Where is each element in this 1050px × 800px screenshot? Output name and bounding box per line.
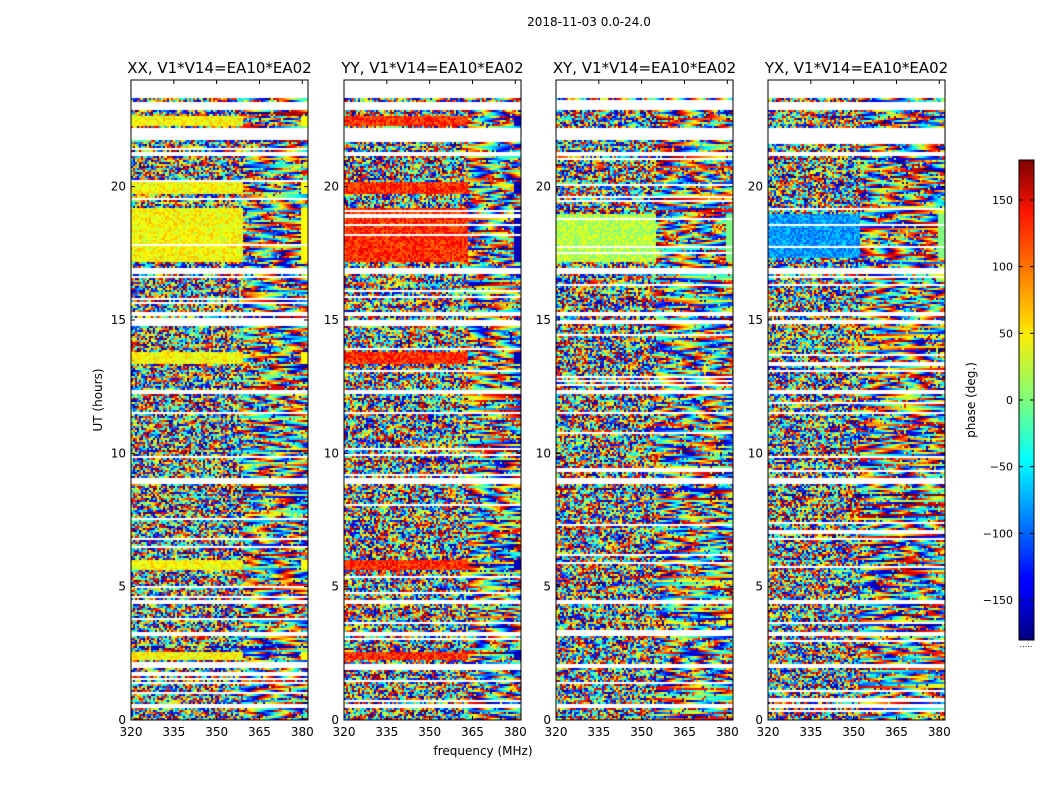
y-tick-label: 0 bbox=[331, 713, 339, 727]
y-tick-label: 20 bbox=[111, 180, 126, 194]
colorbar-footer: ..... bbox=[1020, 640, 1033, 649]
y-tick-label: 5 bbox=[755, 580, 763, 594]
phase-heatmap-2 bbox=[344, 80, 521, 720]
x-axis-label: frequency (MHz) bbox=[433, 744, 532, 758]
y-tick-label: 15 bbox=[536, 313, 551, 327]
colorbar-tick-label: −150 bbox=[983, 594, 1013, 607]
x-tick-label: 350 bbox=[418, 725, 441, 739]
y-tick-label: 15 bbox=[111, 313, 126, 327]
x-tick-label: 335 bbox=[375, 725, 398, 739]
x-tick-label: 350 bbox=[630, 725, 653, 739]
x-tick-label: 380 bbox=[716, 725, 739, 739]
x-tick-label: 320 bbox=[333, 725, 356, 739]
colorbar-tick-label: 0 bbox=[1006, 394, 1013, 407]
colorbar-tick-label: 100 bbox=[992, 261, 1013, 274]
y-tick-label: 10 bbox=[324, 446, 339, 460]
x-tick-label: 335 bbox=[799, 725, 822, 739]
panel-title-1: XX, V1*V14=EA10*EA02 bbox=[127, 59, 311, 77]
x-tick-label: 350 bbox=[205, 725, 228, 739]
phase-panel-2: YY, V1*V14=EA10*EA02 320 335 350 365 380 0 5 10 1… bbox=[324, 59, 527, 739]
y-tick-label: 10 bbox=[536, 446, 551, 460]
x-tick-label: 320 bbox=[120, 725, 143, 739]
x-tick-label: 365 bbox=[885, 725, 908, 739]
figure-suptitle: 2018-11-03 0.0-24.0 bbox=[527, 15, 651, 29]
y-tick-label: 20 bbox=[536, 180, 551, 194]
y-tick-label: 10 bbox=[748, 446, 763, 460]
y-tick-label: 10 bbox=[111, 446, 126, 460]
x-tick-label: 380 bbox=[504, 725, 527, 739]
y-tick-label: 5 bbox=[331, 580, 339, 594]
y-axis-label: UT (hours) bbox=[91, 368, 105, 431]
colorbar-tick-label: −100 bbox=[983, 527, 1013, 540]
x-tick-label: 380 bbox=[928, 725, 951, 739]
colorbar-tick-label: 50 bbox=[999, 327, 1013, 340]
colorbar-tick-label: 150 bbox=[992, 194, 1013, 207]
y-tick-label: 20 bbox=[324, 180, 339, 194]
panel-title-2: YY, V1*V14=EA10*EA02 bbox=[340, 59, 523, 77]
phase-panel-3: XY, V1*V14=EA10*EA02 320 335 350 365 380 0 5 10 1… bbox=[536, 59, 739, 739]
y-tick-label: 0 bbox=[755, 713, 763, 727]
y-tick-label: 0 bbox=[543, 713, 551, 727]
colorbar: 150 100 50 0 −50 −100 −150 phase (deg.) ..... bbox=[964, 159, 1035, 649]
y-tick-label: 15 bbox=[748, 313, 763, 327]
colorbar-label: phase (deg.) bbox=[964, 362, 978, 438]
phase-heatmap-4 bbox=[768, 80, 945, 720]
x-tick-label: 380 bbox=[291, 725, 314, 739]
phase-heatmap-3 bbox=[556, 80, 733, 720]
x-tick-label: 335 bbox=[587, 725, 610, 739]
y-tick-label: 20 bbox=[748, 180, 763, 194]
y-tick-label: 5 bbox=[118, 580, 126, 594]
x-tick-label: 335 bbox=[162, 725, 185, 739]
panel-frame-1 bbox=[130, 79, 309, 721]
x-tick-label: 320 bbox=[757, 725, 780, 739]
y-tick-label: 0 bbox=[118, 713, 126, 727]
phase-heatmap-1 bbox=[131, 80, 308, 720]
x-tick-label: 365 bbox=[248, 725, 271, 739]
panel-title-3: XY, V1*V14=EA10*EA02 bbox=[553, 59, 736, 77]
y-tick-label: 5 bbox=[543, 580, 551, 594]
x-tick-label: 365 bbox=[461, 725, 484, 739]
panel-frame-3 bbox=[555, 79, 734, 721]
panel-frame-4 bbox=[767, 79, 946, 721]
phase-panel-1: XX, V1*V14=EA10*EA02 320 335 350 365 380 0 5 10 1… bbox=[111, 59, 314, 739]
phase-panel-4: YX, V1*V14=EA10*EA02 320 335 350 365 380 0 5 10 1… bbox=[748, 59, 951, 739]
x-tick-label: 365 bbox=[673, 725, 696, 739]
y-tick-label: 15 bbox=[324, 313, 339, 327]
panel-title-4: YX, V1*V14=EA10*EA02 bbox=[764, 59, 948, 77]
panel-frame-2 bbox=[343, 79, 522, 721]
x-tick-label: 320 bbox=[545, 725, 568, 739]
colorbar-tick-label: −50 bbox=[990, 461, 1013, 474]
x-tick-label: 350 bbox=[842, 725, 865, 739]
